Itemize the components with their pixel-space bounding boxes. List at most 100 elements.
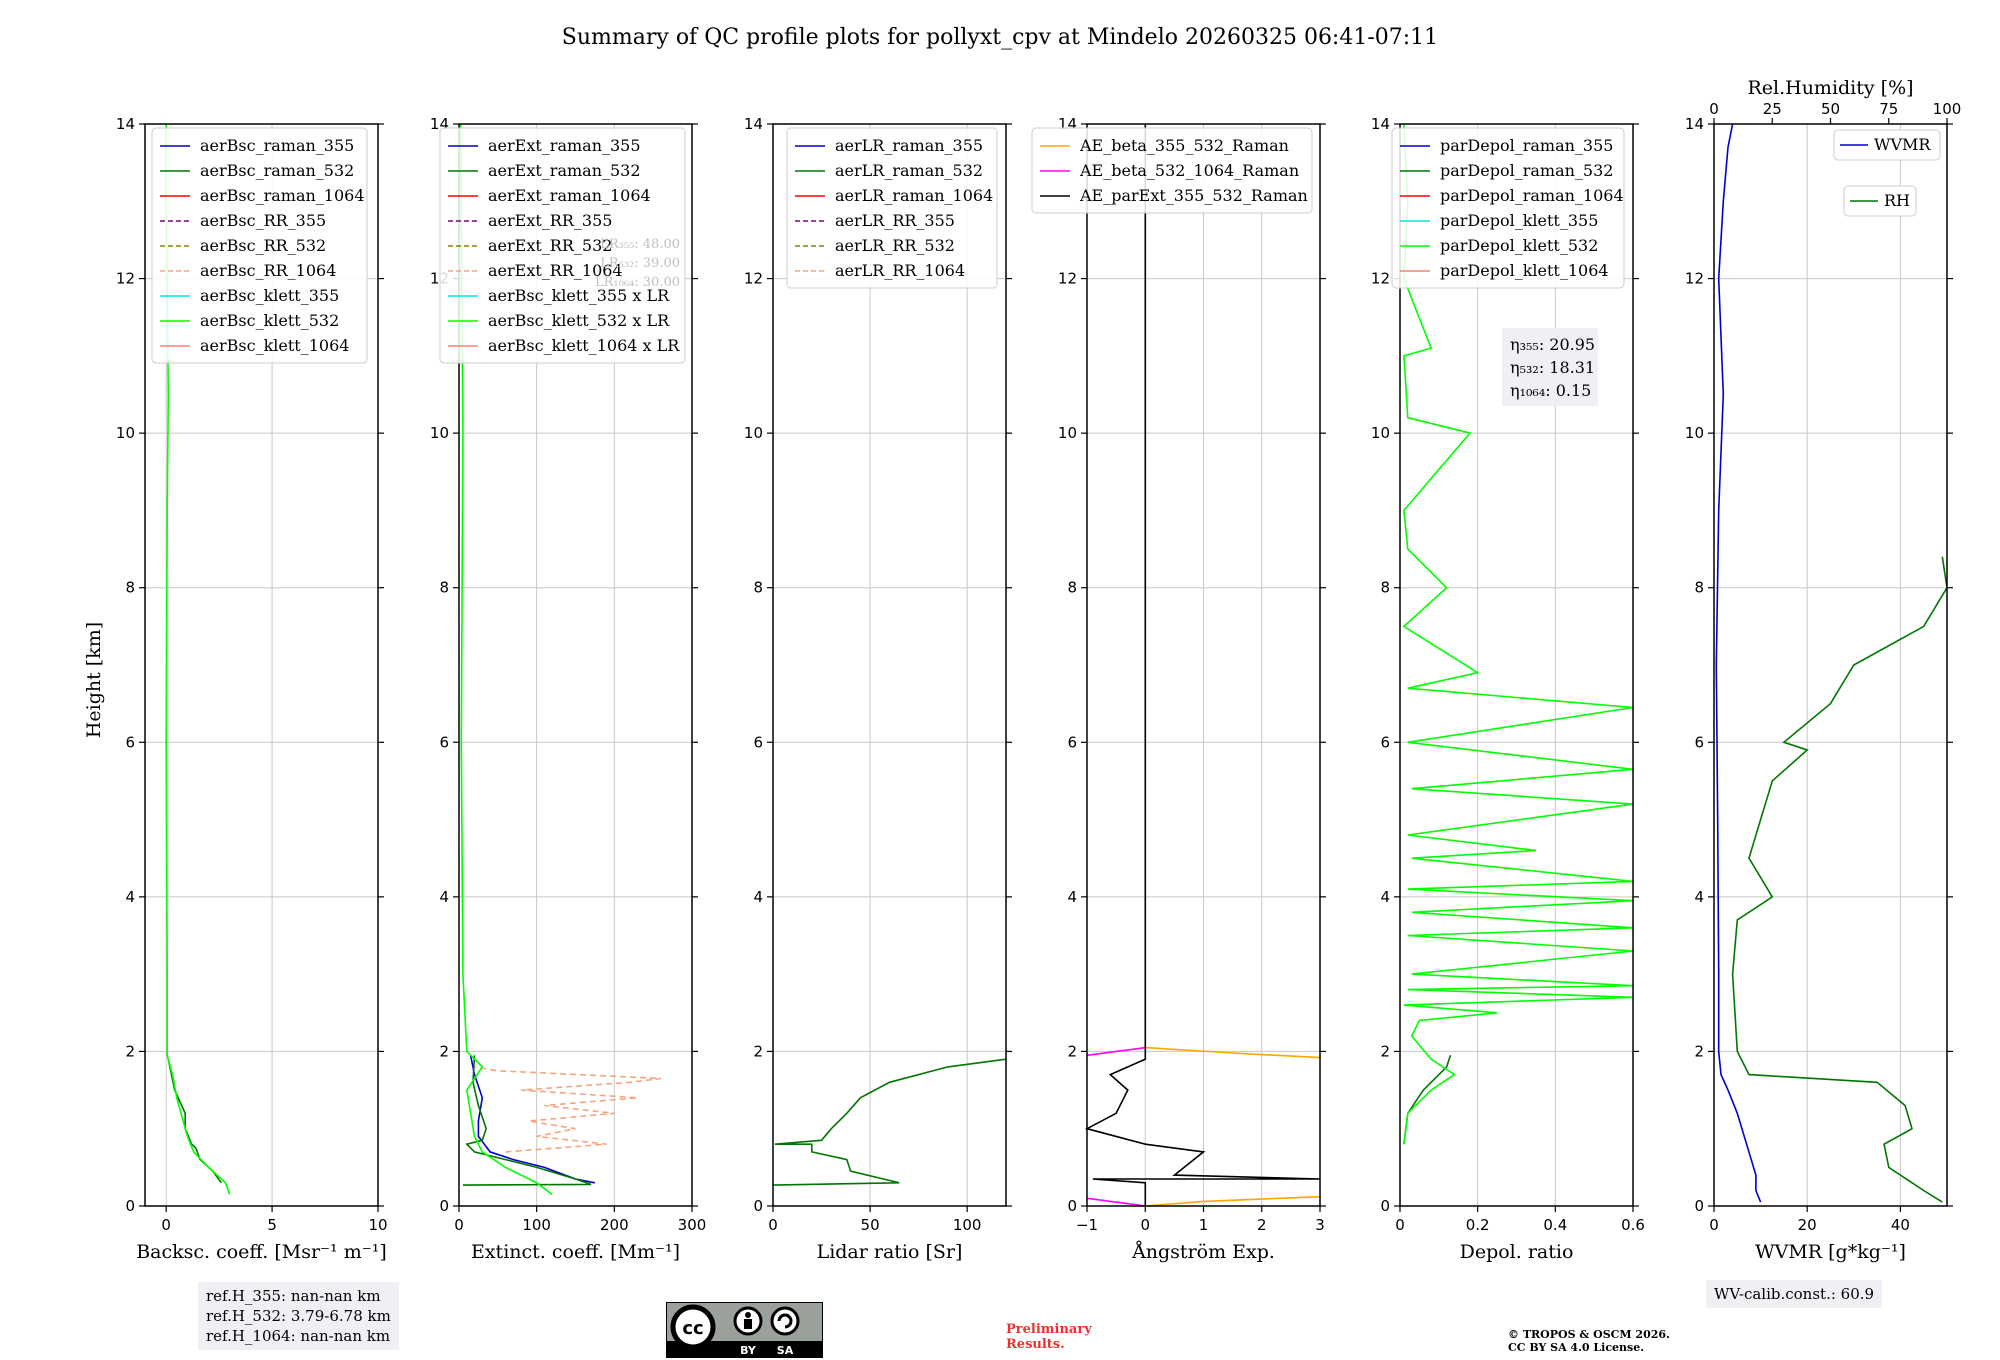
panel-bsc: 0 5 10 0 2 4 6 8 10 12 14 Backsc. coeff. [Msr⁻¹ m⁻¹… [116, 115, 388, 1263]
y-tick-label: 2 [439, 1042, 449, 1060]
lr-annotation: LR₃₅₅: 48.00 [600, 237, 680, 252]
x-tick-label: 100 [522, 1216, 551, 1234]
x-tick-label: 10 [368, 1216, 387, 1234]
eta-box [1502, 328, 1598, 406]
series-aerBsc_klett_532 x LR [459, 123, 553, 1196]
axes-frame [144, 123, 379, 1207]
legend-entry: aerLR_raman_355 [835, 136, 983, 155]
y-tick-label: 12 [744, 270, 763, 288]
preliminary-results-label: Preliminary Results. [1006, 1322, 1092, 1352]
legend-entry: aerBsc_RR_532 [200, 236, 326, 255]
y-tick-label: 0 [753, 1197, 763, 1215]
y-tick-label: 6 [439, 733, 449, 751]
y-tick-label: 10 [744, 424, 763, 442]
legend-entry: aerBsc_klett_355 [200, 286, 339, 305]
x-axis-label: Ångström Exp. [1131, 1241, 1275, 1263]
wv-calibration-box: WV-calib.const.: 60.9 [1706, 1280, 1883, 1308]
series-aerBsc_raman_532 [167, 1059, 222, 1184]
sa-share-alike-icon [770, 1306, 800, 1336]
series-aerExt_raman_355 [469, 1055, 596, 1184]
svg-text:BY: BY [740, 1344, 757, 1357]
y-tick-label: 6 [753, 733, 763, 751]
top-x-axis-label: Rel.Humidity [%] [1747, 77, 1913, 99]
x-tick-label: 0.2 [1466, 1216, 1490, 1234]
legend-box [1391, 127, 1625, 289]
top-x-tick-label: 25 [1763, 100, 1782, 118]
y-tick-label: 10 [116, 424, 135, 442]
x-tick-label: 20 [1798, 1216, 1817, 1234]
cc-by-sa-license-badge: cc BY SA [666, 1302, 823, 1358]
cc-icon [670, 1304, 716, 1350]
legend-entry: aerBsc_raman_532 [200, 161, 354, 180]
legend-entry: parDepol_raman_532 [1440, 161, 1613, 180]
legend-entry: AE_parExt_355_532_Raman [1079, 186, 1308, 205]
legend-entry: aerBsc_klett_1064 x LR [488, 336, 680, 355]
y-tick-label: 6 [1380, 733, 1390, 751]
x-tick-label: 0 [161, 1216, 171, 1234]
y-tick-label: 2 [1694, 1042, 1704, 1060]
legend-entry: aerBsc_klett_1064 [200, 336, 349, 355]
y-tick-label: 0 [439, 1197, 449, 1215]
y-tick-label: 4 [1067, 888, 1077, 906]
lr-annotation: LR₅₃₂: 39.00 [600, 256, 680, 271]
y-tick-label: 4 [439, 888, 449, 906]
y-tick-label: 8 [439, 579, 449, 597]
y-tick-label: 6 [125, 733, 135, 751]
x-tick-label: 40 [1891, 1216, 1910, 1234]
top-x-tick-label: 100 [1933, 100, 1962, 118]
legend-entry: aerBsc_RR_1064 [200, 261, 336, 280]
series-WVMR [1715, 123, 1762, 1203]
y-tick-label: 12 [1371, 270, 1390, 288]
y-tick-label: 4 [125, 888, 135, 906]
legend-entry: AE_beta_532_1064_Raman [1079, 161, 1299, 180]
series-AE_beta_532_1064_Raman [1086, 1046, 1146, 1057]
series-aerExt_raman_532 [462, 1055, 592, 1186]
y-tick-label: 0 [1380, 1197, 1390, 1215]
legend-entry: WVMR [1874, 135, 1931, 154]
eta-value: η₃₅₅: 20.95 [1510, 335, 1595, 354]
legend-entry: aerLR_RR_1064 [835, 261, 965, 280]
top-x-tick-label: 50 [1821, 100, 1840, 118]
x-tick-label: 0 [454, 1216, 464, 1234]
legend-box [1031, 127, 1313, 214]
x-tick-label: 3 [1315, 1216, 1325, 1234]
x-axis-label: Extinct. coeff. [Mm⁻¹] [471, 1241, 680, 1263]
y-tick-label: 14 [744, 115, 763, 133]
svg-text:SA: SA [777, 1344, 794, 1357]
legend: parDepol_raman_355 parDepol_raman_532 parD… [1391, 127, 1625, 289]
x-tick-label: 2 [1257, 1216, 1267, 1234]
series-aerBsc_klett_532 [165, 124, 231, 1195]
x-axis-label: Depol. ratio [1460, 1241, 1574, 1263]
legend-entry: parDepol_raman_1064 [1440, 186, 1624, 205]
y-tick-label: 2 [753, 1042, 763, 1060]
legend-entry: aerBsc_RR_355 [200, 211, 326, 230]
y-tick-label: 2 [125, 1042, 135, 1060]
legend-entry: aerLR_RR_355 [835, 211, 955, 230]
x-tick-label: −1 [1076, 1216, 1098, 1234]
legend-entry: parDepol_klett_355 [1440, 211, 1598, 230]
y-tick-label: 10 [1058, 424, 1077, 442]
panel-wv: 0 20 40 0 2 4 6 8 10 12 14 WVMR [g*kg⁻¹] 0 25 50 75 100 R… [1685, 77, 1961, 1263]
y-tick-label: 0 [125, 1197, 135, 1215]
axes-frame [772, 123, 1007, 1207]
legend-entry: aerBsc_raman_355 [200, 136, 354, 155]
x-axis-label: Lidar ratio [Sr] [817, 1241, 963, 1263]
y-tick-label: 2 [1380, 1042, 1390, 1060]
legend-entry: aerBsc_klett_532 [200, 311, 339, 330]
axes-frame [1713, 123, 1948, 1207]
series-parDepol_raman_532 [1403, 1055, 1452, 1145]
legend-box [786, 127, 998, 289]
y-tick-label: 14 [1371, 115, 1390, 133]
x-tick-label: 300 [678, 1216, 707, 1234]
legend-entry: aerLR_raman_1064 [835, 186, 993, 205]
legend-entry: parDepol_klett_532 [1440, 236, 1598, 255]
x-tick-label: 1 [1199, 1216, 1209, 1234]
x-axis-label: Backsc. coeff. [Msr⁻¹ m⁻¹] [136, 1241, 387, 1263]
x-tick-label: 0 [1140, 1216, 1150, 1234]
y-tick-label: 8 [1067, 579, 1077, 597]
legend-entry: aerLR_RR_532 [835, 236, 955, 255]
y-tick-label: 6 [1067, 733, 1077, 751]
